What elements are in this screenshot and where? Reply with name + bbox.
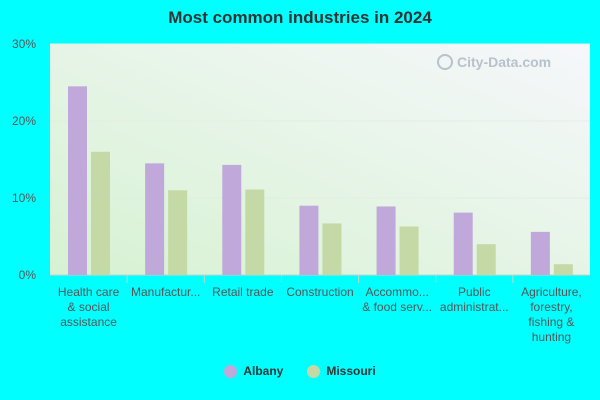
y-tick-label: 20% [12,114,36,128]
bar-albany [145,163,165,275]
bar-missouri [91,151,110,275]
legend: Albany Missouri [0,364,600,378]
bar-missouri [168,190,188,275]
bar-missouri [476,244,496,275]
legend-label-missouri: Missouri [326,364,376,378]
bar-albany [68,86,87,275]
bar-albany [530,231,550,275]
chart-title: Most common industries in 2024 [168,8,432,27]
bar-albany [299,205,319,275]
plot-area [50,44,590,275]
watermark-text: City-Data.com [457,54,552,70]
bar-missouri [322,223,342,275]
y-tick-label: 0% [19,268,37,282]
legend-item-missouri: Missouri [307,364,376,378]
bar-missouri [399,226,419,275]
bar-albany [222,164,242,275]
x-tick-label: Accommo... & food serv... [362,285,432,314]
y-tick-label: 30% [12,37,36,51]
legend-swatch-albany [224,364,238,378]
legend-swatch-missouri [307,364,321,378]
legend-label-albany: Albany [243,364,284,378]
y-tick-label: 10% [12,191,36,205]
x-tick-label: Public administrat... [440,285,509,314]
x-tick-label: Construction [286,285,353,299]
x-tick-label: Manufactur... [131,285,200,299]
legend-item-albany: Albany [224,364,283,378]
bar-missouri [553,264,573,275]
watermark: City-Data.com [437,54,551,70]
x-tick-label: Agriculture, forestry, fishing & hunting [521,285,582,344]
bar-albany [376,206,396,275]
bar-albany [453,212,473,275]
x-tick-label: Health care & social assistance [58,285,120,329]
magnifier-icon [437,54,453,70]
x-tick-label: Retail trade [212,285,274,299]
bar-missouri [245,189,265,275]
